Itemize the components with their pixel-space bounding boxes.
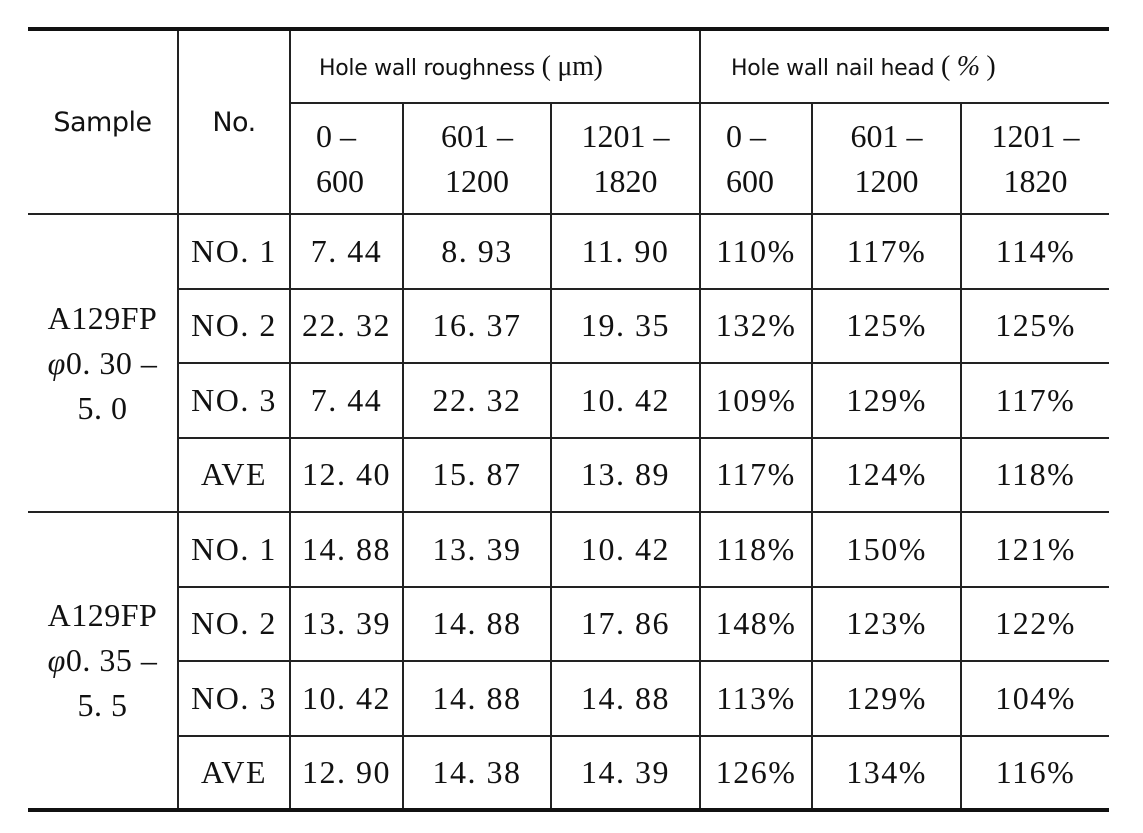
roughness-value: 14. 88 (402, 660, 552, 737)
roughness-value: 12. 90 (289, 734, 404, 811)
roughness-value: 14. 88 (549, 660, 702, 737)
roughness-unit-open: ( (541, 50, 551, 82)
diameter-phi-symbol: φ (47, 642, 66, 678)
range-header: 601 –1200 (811, 102, 963, 215)
nailhead-value: 129% (811, 660, 963, 737)
run-number: AVE (178, 436, 291, 513)
table-row: NO. 3 10. 42 14. 88 14. 88 113% 129% 104% (28, 660, 1110, 737)
run-number: NO. 3 (178, 362, 291, 439)
roughness-label: Hole wall roughness (319, 55, 535, 81)
nailhead-value: 118% (960, 436, 1110, 513)
roughness-unit: μm) (557, 50, 603, 82)
run-number: NO. 1 (177, 213, 291, 290)
run-number: NO. 1 (177, 511, 291, 588)
roughness-value: 13. 39 (402, 511, 552, 588)
header-roughness-group: Hole wall roughness ( μm) (288, 28, 702, 104)
header-row-group: Sample No. Hole wall roughness ( μm) Hol… (28, 28, 1110, 215)
range-header: 1201 –1820 (549, 102, 702, 215)
nailhead-value: 124% (811, 436, 963, 513)
nailhead-value: 125% (960, 287, 1110, 364)
nailhead-value: 126% (699, 734, 814, 811)
run-number: AVE (178, 734, 291, 811)
header-sample: Sample (28, 28, 179, 215)
range-header: 1201 –1820 (960, 102, 1110, 215)
roughness-value: 13. 39 (289, 585, 404, 662)
header-row-ranges: 0 –600 601 –1200 1201 –1820 0 –600 601 –… (28, 102, 1110, 215)
table-row: A129FP φ0. 30 –5. 0 NO. 1 7. 44 8. 93 11. 90 1… (28, 213, 1110, 513)
nailhead-value: 104% (960, 660, 1110, 737)
roughness-value: 14. 88 (289, 511, 404, 588)
roughness-value: 14. 88 (402, 585, 552, 662)
run-number: NO. 3 (178, 660, 291, 737)
table-row: A129FP φ0. 35 –5. 5 NO. 1 14. 88 13. 39 10. 4… (28, 511, 1110, 811)
roughness-value: 7. 44 (289, 213, 404, 290)
roughness-value: 14. 38 (402, 734, 552, 811)
nailhead-label: Hole wall nail head (731, 55, 935, 81)
roughness-value: 16. 37 (402, 287, 552, 364)
run-number: NO. 2 (178, 287, 291, 364)
nailhead-value: 117% (960, 362, 1110, 439)
nailhead-value: 122% (960, 585, 1110, 662)
table-row: NO. 3 7. 44 22. 32 10. 42 109% 129% 117% (28, 362, 1110, 439)
nailhead-value: 117% (699, 436, 814, 513)
sample-name: A129FP (47, 597, 158, 633)
sample-cell: A129FP φ0. 35 – 5. 5 (28, 511, 179, 811)
nailhead-unit-open: ( (940, 50, 950, 82)
table-row: NO. 2 22. 32 16. 37 19. 35 132% 125% 125% (28, 287, 1110, 364)
diameter-phi-symbol: φ (47, 344, 66, 381)
range-header: 0 –600 (290, 102, 404, 215)
nailhead-value: 148% (699, 585, 814, 662)
nailhead-value: 113% (699, 660, 814, 737)
nailhead-value: 129% (811, 362, 963, 439)
roughness-value: 10. 42 (289, 660, 404, 737)
nailhead-value: 150% (811, 511, 963, 588)
roughness-value: 15. 87 (402, 436, 552, 513)
results-table: Sample No. Hole wall roughness ( μm) Hol… (28, 27, 1110, 812)
sample-diameter-range: 0. 35 – (65, 642, 158, 678)
nailhead-value: 125% (811, 287, 963, 364)
nailhead-value: 118% (699, 511, 814, 588)
table-row: NO. 2 13. 39 14. 88 17. 86 148% 123% 122% (28, 585, 1110, 662)
nailhead-unit-close: ) (986, 50, 996, 82)
sample-diameter-range: 0. 30 – (65, 344, 158, 381)
sample-cell: A129FP φ0. 30 – 5. 0 (28, 213, 179, 513)
roughness-value: 12. 40 (289, 436, 404, 513)
range-header: 0 –600 (699, 102, 814, 215)
nailhead-value: 132% (699, 287, 814, 364)
header-nailhead-group: Hole wall nail head ( % ) (699, 28, 1110, 104)
roughness-value: 7. 44 (289, 362, 404, 439)
nailhead-value: 114% (960, 213, 1110, 290)
nailhead-value: 123% (811, 585, 963, 662)
roughness-value: 10. 42 (549, 362, 702, 439)
nailhead-value: 117% (811, 213, 963, 290)
sample-diameter-range-end: 5. 5 (77, 687, 128, 723)
nailhead-value: 109% (699, 362, 814, 439)
roughness-value: 10. 42 (549, 511, 702, 588)
sample-name: A129FP (47, 299, 158, 336)
nailhead-unit: % (956, 50, 980, 82)
nailhead-value: 134% (811, 734, 963, 811)
table-row: AVE 12. 40 15. 87 13. 89 117% 124% 118% (28, 436, 1110, 513)
roughness-value: 13. 89 (549, 436, 702, 513)
table-row: AVE 12. 90 14. 38 14. 39 126% 134% 116% (28, 734, 1110, 811)
header-no: No. (177, 28, 291, 215)
roughness-value: 22. 32 (289, 287, 404, 364)
sample-diameter-range-end: 5. 0 (77, 389, 128, 426)
roughness-value: 19. 35 (549, 287, 702, 364)
nailhead-value: 110% (699, 213, 814, 290)
roughness-value: 11. 90 (549, 213, 702, 290)
roughness-value: 17. 86 (549, 585, 702, 662)
range-header: 601 –1200 (402, 102, 552, 215)
table-body: A129FP φ0. 30 –5. 0 NO. 1 7. 44 8. 93 11. 90 1… (28, 213, 1110, 811)
roughness-value: 8. 93 (402, 213, 552, 290)
nailhead-value: 116% (960, 734, 1110, 811)
run-number: NO. 2 (178, 585, 291, 662)
roughness-value: 22. 32 (402, 362, 552, 439)
roughness-value: 14. 39 (549, 734, 702, 811)
nailhead-value: 121% (960, 511, 1110, 588)
